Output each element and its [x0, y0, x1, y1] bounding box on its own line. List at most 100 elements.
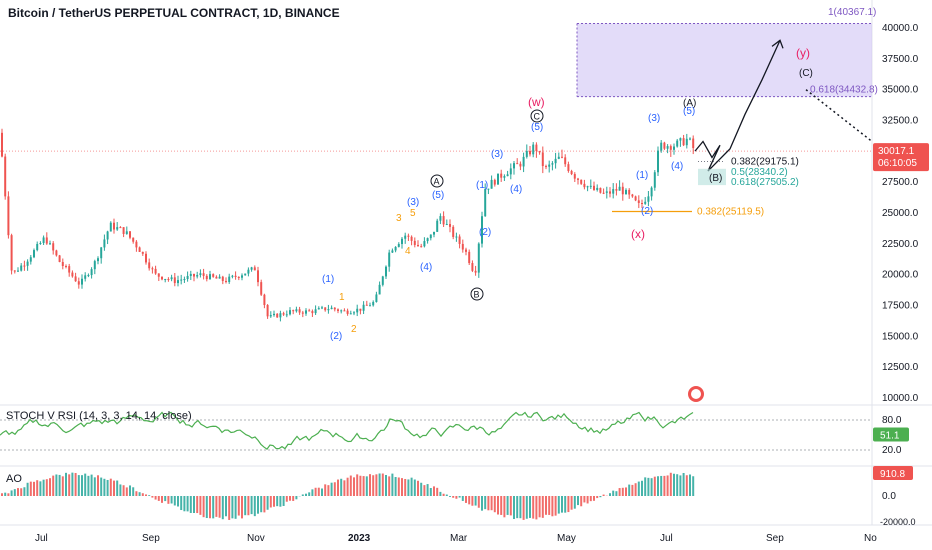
- candle: [65, 266, 67, 268]
- ao-bar: [625, 487, 627, 496]
- candle: [138, 247, 141, 252]
- ao-bar: [327, 485, 330, 496]
- candle: [433, 231, 435, 235]
- wave-label-blue: (3): [648, 113, 660, 124]
- ao-bar: [602, 494, 605, 496]
- wave-label-blue: (4): [420, 262, 432, 273]
- ao-bar: [449, 496, 451, 497]
- wave-label-blue: (4): [671, 161, 683, 172]
- price-tick-label: 27500.0: [882, 177, 919, 188]
- ao-bar: [49, 478, 51, 496]
- wave-label-black: (B): [709, 173, 722, 184]
- ao-bar: [285, 496, 288, 502]
- price-tick-label: 32500.0: [882, 116, 919, 127]
- ao-bar: [513, 496, 515, 520]
- ao-bar: [583, 496, 586, 503]
- ao-bar: [669, 472, 672, 496]
- ao-bar: [666, 475, 669, 496]
- ao-bar: [401, 478, 403, 496]
- ao-bar: [685, 475, 688, 496]
- ao-bar: [612, 490, 615, 496]
- candle: [177, 280, 179, 284]
- ao-bar: [340, 478, 343, 496]
- time-tick-label: May: [557, 533, 576, 544]
- candle: [580, 179, 583, 184]
- ao-bar: [1, 493, 3, 496]
- ao-bar: [221, 496, 224, 520]
- candle: [215, 276, 218, 279]
- wave-label-red: (w): [528, 95, 545, 109]
- candle: [477, 243, 480, 273]
- candle: [282, 313, 285, 315]
- candle: [637, 200, 640, 204]
- candle: [657, 150, 659, 173]
- candle: [535, 144, 538, 151]
- ao-bar: [381, 473, 384, 496]
- candle: [439, 216, 442, 221]
- ao-bar: [349, 475, 352, 496]
- ao-bar: [10, 490, 13, 496]
- ao-bar: [17, 488, 19, 496]
- candle: [298, 309, 301, 313]
- ao-bar: [29, 481, 32, 496]
- ao-bar: [346, 477, 349, 496]
- candle: [570, 170, 573, 175]
- candle: [161, 276, 163, 280]
- fib-label-d: 0.382(25119.5): [697, 207, 764, 218]
- candle: [135, 241, 138, 248]
- candle: [45, 237, 48, 244]
- target-zone: [577, 23, 872, 97]
- ao-bar: [487, 496, 490, 511]
- candle: [183, 279, 186, 281]
- wave-label-orange: 4: [405, 246, 411, 257]
- candle: [548, 164, 551, 167]
- ao-bar: [13, 489, 16, 496]
- ao-bar: [343, 480, 346, 496]
- candle: [442, 216, 445, 225]
- candle: [90, 269, 93, 276]
- ao-bar: [673, 473, 675, 496]
- ao-bar: [477, 496, 480, 508]
- candle: [385, 266, 387, 277]
- candle: [148, 262, 151, 269]
- candle: [663, 142, 666, 149]
- ao-bar: [458, 496, 461, 498]
- candle: [273, 313, 275, 316]
- time-tick-label: Sep: [766, 533, 784, 544]
- candle: [100, 247, 103, 259]
- ao-bar: [554, 496, 557, 516]
- ao-bar: [628, 484, 631, 496]
- ao-bar: [490, 496, 493, 511]
- fib-label-c: 0.618(27505.2): [731, 177, 799, 188]
- candle: [669, 146, 672, 150]
- ao-bar: [388, 476, 391, 496]
- candle: [375, 294, 378, 302]
- ao-bar: [356, 474, 359, 496]
- ao-bar: [429, 488, 432, 496]
- ao-bar: [317, 487, 320, 496]
- candle: [241, 275, 243, 278]
- ao-bar: [689, 474, 691, 496]
- candle: [682, 138, 685, 146]
- ao-bar: [295, 496, 298, 500]
- ao-bar: [436, 487, 439, 496]
- candle: [260, 282, 263, 295]
- candle: [167, 279, 170, 281]
- candle: [58, 255, 61, 262]
- ao-bar: [106, 479, 109, 496]
- candle: [525, 150, 528, 157]
- ao-bar: [215, 496, 218, 517]
- candle: [484, 189, 487, 217]
- ao-bar: [676, 474, 679, 496]
- ao-bar: [4, 492, 7, 496]
- ao-bar: [532, 496, 535, 519]
- candle: [449, 224, 451, 227]
- time-tick-label: Jul: [660, 533, 673, 544]
- ao-bar: [20, 488, 23, 496]
- ao-bar: [682, 472, 685, 496]
- candle: [573, 174, 576, 179]
- candle: [209, 274, 211, 280]
- candle: [145, 253, 147, 263]
- candle: [596, 187, 599, 190]
- candle: [164, 279, 167, 281]
